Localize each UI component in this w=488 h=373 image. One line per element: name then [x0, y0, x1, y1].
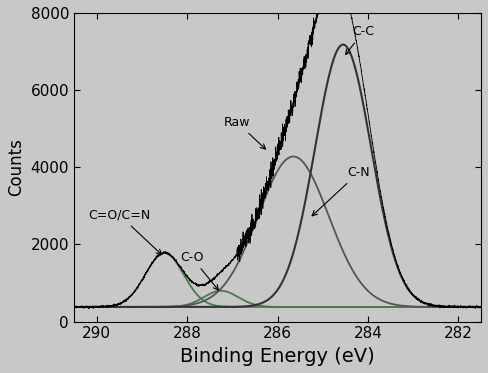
Text: Raw: Raw: [224, 116, 265, 149]
Text: C-C: C-C: [346, 25, 374, 54]
Text: C=O/C=N: C=O/C=N: [88, 208, 162, 254]
X-axis label: Binding Energy (eV): Binding Energy (eV): [180, 347, 375, 366]
Y-axis label: Counts: Counts: [7, 138, 25, 196]
Text: C-O: C-O: [180, 251, 219, 290]
Text: C-N: C-N: [312, 166, 370, 216]
